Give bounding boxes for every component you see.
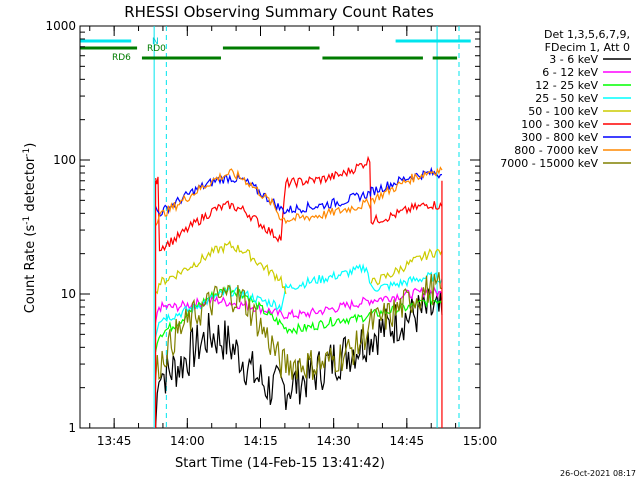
x-tick-label-4: 14:45 — [390, 434, 425, 448]
x-tick-label-0: 13:45 — [97, 434, 132, 448]
legend: Det 1,3,5,6,7,9,FDecim 1, Att 03 - 6 keV… — [500, 28, 631, 170]
data-series — [155, 155, 443, 429]
flag-label-rd0: RD0 — [147, 44, 166, 54]
series-line-3 — [155, 263, 443, 337]
series-line-5 — [370, 248, 443, 286]
y-tick-label-0: 1 — [68, 421, 76, 435]
legend-label-2: 12 - 25 keV — [535, 79, 598, 92]
legend-header-0: Det 1,3,5,6,7,9, — [544, 28, 630, 41]
x-tick-label-5: 15:00 — [463, 434, 498, 448]
plot-frame — [79, 25, 481, 429]
series-line-7 — [155, 166, 443, 217]
legend-label-0: 3 - 6 keV — [549, 53, 598, 66]
chart-title: RHESSI Observing Summary Count Rates — [124, 3, 434, 21]
y-axis-label: Count Rate (s-1 detector-1) — [22, 143, 38, 314]
legend-header-1: FDecim 1, Att 0 — [545, 41, 630, 54]
axes: 1 10 100 1000 13:45 14:00 14:15 14:30 14:45 15:00 — [45, 19, 497, 448]
x-axis-label: Start Time (14-Feb-15 13:41:42) — [175, 456, 385, 471]
legend-label-8: 7000 - 15000 keV — [500, 157, 598, 170]
x-tick-label-3: 14:30 — [316, 434, 351, 448]
y-tick-label-2: 100 — [53, 153, 76, 167]
legend-label-1: 6 - 12 keV — [542, 66, 598, 79]
legend-label-6: 300 - 800 keV — [521, 131, 598, 144]
flag-label-n: N — [152, 37, 159, 47]
render-timestamp: 26-Oct-2021 08:17 — [560, 469, 636, 478]
y-tick-label-1: 10 — [61, 287, 76, 301]
flag-label-rd6: RD6 — [112, 53, 131, 63]
legend-label-7: 800 - 7000 keV — [514, 144, 598, 157]
series-line-8 — [155, 166, 443, 227]
legend-label-3: 25 - 50 keV — [535, 92, 598, 105]
x-tick-label-2: 14:15 — [243, 434, 278, 448]
series-line-0 — [155, 287, 443, 429]
legend-label-4: 50 - 100 keV — [528, 105, 598, 118]
series-line-4 — [155, 240, 287, 295]
x-tick-label-1: 14:00 — [170, 434, 205, 448]
legend-label-5: 100 - 300 keV — [521, 118, 598, 131]
series-line-6 — [155, 155, 443, 252]
series-line-9 — [155, 272, 443, 381]
y-tick-label-3: 1000 — [45, 19, 76, 33]
